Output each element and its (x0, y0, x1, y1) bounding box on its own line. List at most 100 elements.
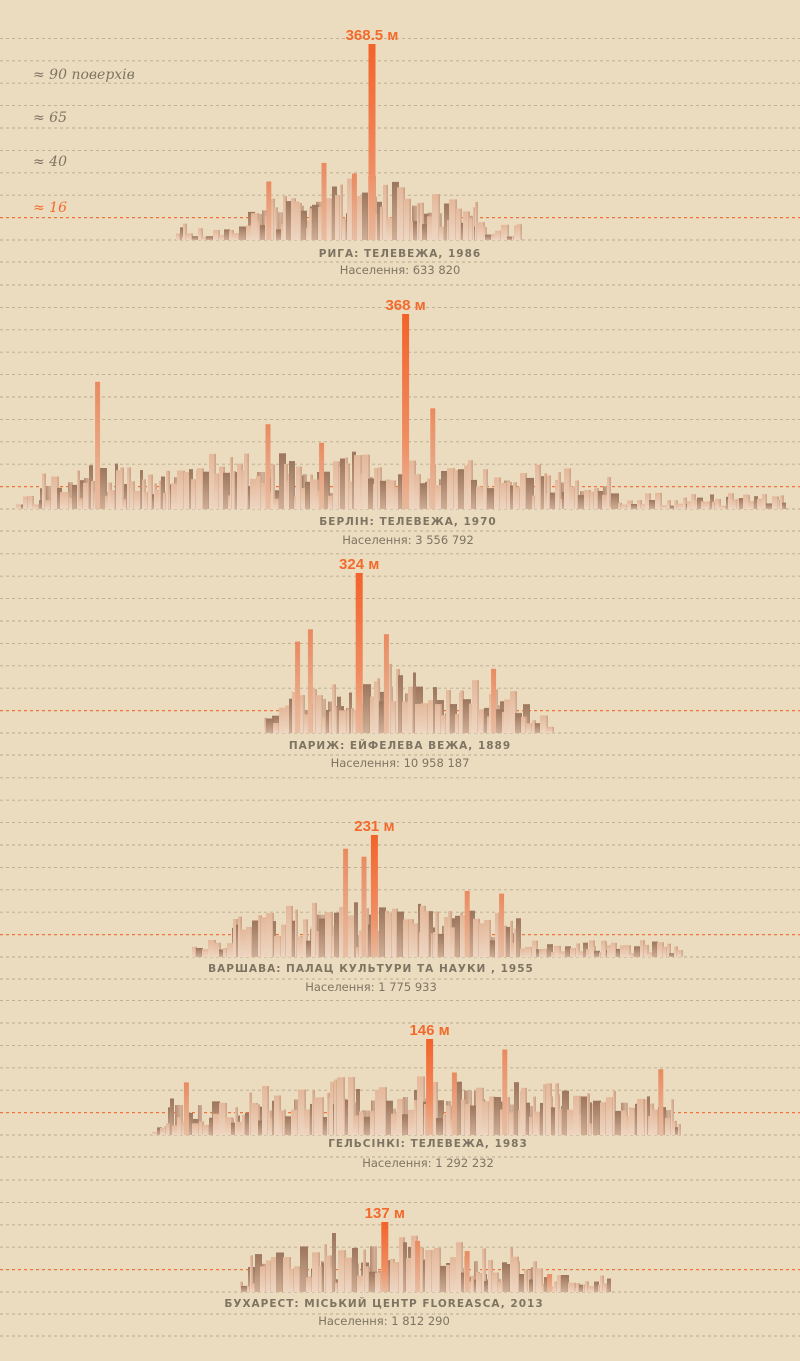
building-shade (251, 1255, 253, 1292)
building-bar (635, 1103, 638, 1135)
building-bar (256, 475, 262, 509)
building-bar (576, 943, 580, 957)
building-shade (200, 1105, 202, 1135)
building-bar (559, 1108, 563, 1135)
building-bar (702, 501, 709, 509)
building-bar (329, 711, 333, 733)
building-bar (241, 470, 246, 509)
building-bar (547, 944, 553, 957)
building-bar (437, 1100, 444, 1135)
building-bar (409, 919, 414, 957)
tall-building-bar (319, 442, 325, 509)
building-bar (312, 204, 319, 240)
building-bar (526, 1279, 529, 1292)
building-bar (495, 230, 502, 240)
city-title-warsaw: ВАРШАВА: ПАЛАЦ КУЛЬТУРИ ТА НАУКИ , 1955 (208, 963, 534, 975)
building-bar (456, 1242, 463, 1292)
building-bar (485, 234, 492, 240)
building-shade (293, 461, 295, 509)
building-bar (478, 709, 485, 733)
building-bar (397, 911, 404, 957)
tall-building-bar (361, 856, 367, 957)
building-bar (436, 1118, 444, 1135)
building-bar (316, 931, 320, 957)
building-bar (298, 1089, 306, 1135)
building-bar (345, 1099, 350, 1135)
building-bar (514, 1082, 519, 1135)
building-bar (427, 478, 431, 509)
building-bar (594, 488, 599, 509)
floor-label-90: ≈ 90 поверхів (33, 67, 135, 83)
building-shade (484, 1248, 486, 1292)
building-bar (641, 503, 647, 509)
building-bar (380, 206, 384, 240)
building-bar (213, 230, 220, 240)
building-bar (208, 940, 216, 957)
building-bar (177, 470, 185, 509)
building-bar (546, 726, 554, 733)
building-bar (297, 202, 302, 240)
building-bar (333, 461, 340, 509)
building-shade (669, 500, 671, 509)
building-bar (657, 942, 664, 957)
building-shade (546, 715, 548, 733)
building-bar (289, 698, 293, 733)
building-bar (550, 492, 556, 509)
building-bar (411, 686, 414, 733)
building-bar (665, 1117, 672, 1135)
building-bar (260, 1266, 267, 1292)
building-shade (185, 223, 187, 240)
city-population-paris: Населення: 10 958 187 (331, 756, 470, 770)
building-bar (199, 1121, 204, 1135)
building-bar (431, 933, 434, 957)
building-bar (375, 1272, 382, 1292)
building-shade (476, 201, 478, 240)
building-bar (667, 500, 671, 509)
building-bar (413, 672, 416, 733)
building-shade (489, 920, 491, 957)
building-bar (276, 1252, 284, 1292)
building-bar (677, 950, 683, 957)
city-title-riga: РИГА: ТЕЛЕВЕЖА, 1986 (319, 248, 481, 260)
building-bar (687, 501, 693, 509)
building-bar (655, 492, 662, 509)
city-population-bucharest: Населення: 1 812 290 (318, 1314, 450, 1328)
building-bar (39, 500, 43, 509)
building-bar (535, 464, 541, 509)
building-bar (534, 1111, 541, 1135)
building-bar (369, 1271, 377, 1292)
building-bar (441, 471, 449, 509)
building-bar (166, 470, 170, 509)
building-bar (511, 942, 516, 957)
building-bar (327, 1092, 330, 1135)
building-bar (275, 212, 283, 240)
building-bar (567, 1109, 575, 1135)
building-bar (510, 920, 513, 957)
building-bar (482, 1248, 486, 1292)
building-bar (346, 463, 350, 509)
building-bar (345, 1257, 353, 1292)
tall-building-bar (95, 381, 101, 509)
building-bar (324, 1244, 327, 1292)
building-bar (116, 470, 122, 509)
building-shade (672, 1099, 674, 1135)
building-bar (46, 486, 52, 509)
building-bar (354, 455, 362, 509)
building-shade (551, 944, 553, 957)
building-bar (225, 1117, 233, 1135)
building-bar (647, 1096, 650, 1135)
building-bar (562, 1090, 569, 1135)
tall-building-bar (266, 181, 272, 240)
building-bar (164, 1126, 167, 1135)
building-bar (444, 917, 450, 957)
building-bar (334, 912, 340, 957)
building-bar (598, 1285, 601, 1292)
building-bar (521, 1087, 527, 1135)
building-shade (784, 502, 786, 509)
building-bar (593, 1100, 601, 1135)
building-bar (477, 222, 485, 240)
building-bar (670, 505, 676, 509)
tall-building-bar (343, 848, 349, 957)
building-bar (495, 913, 500, 957)
